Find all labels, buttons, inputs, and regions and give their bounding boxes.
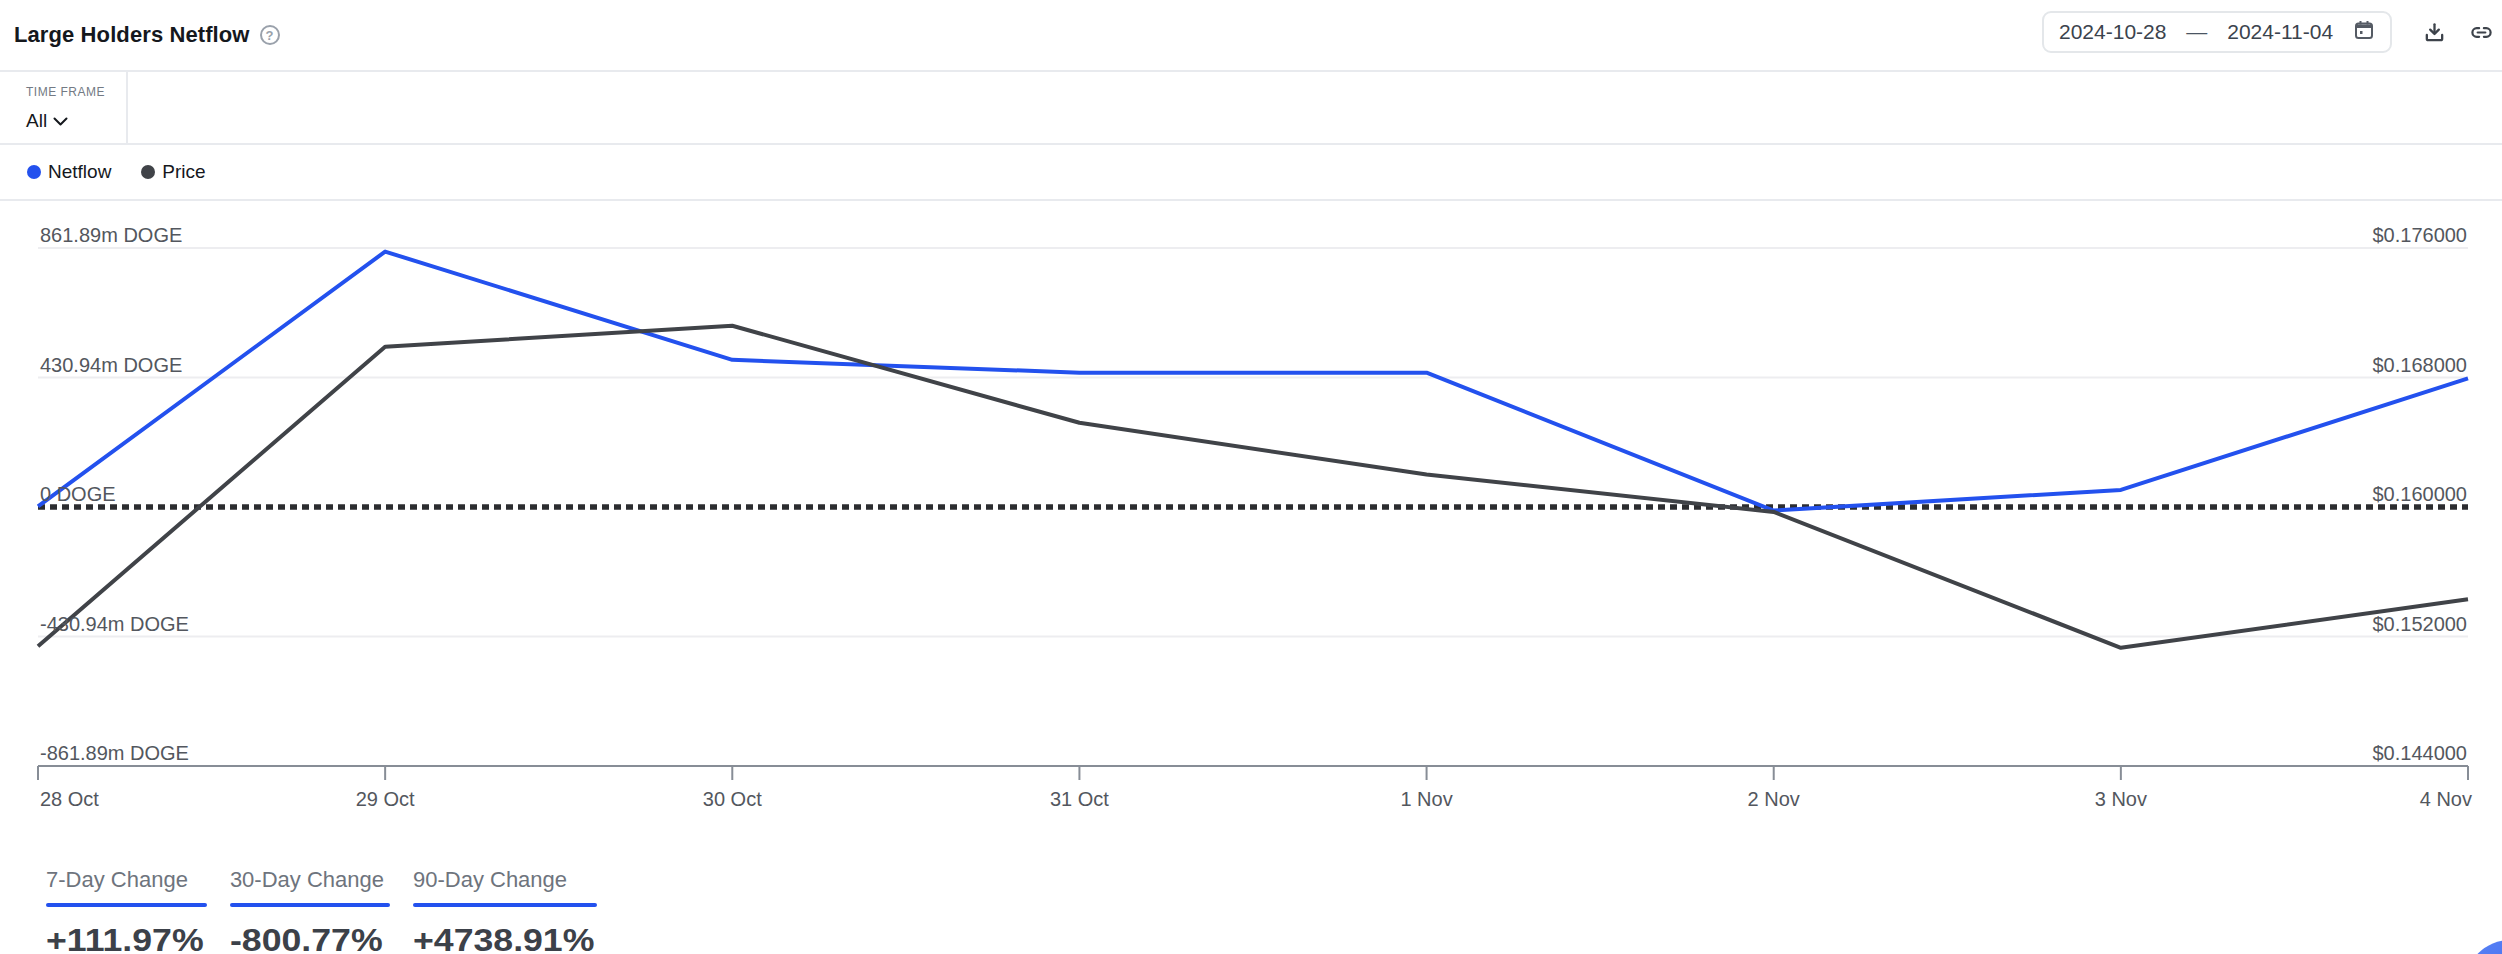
legend-item-netflow[interactable]: Netflow [27, 161, 111, 183]
legend-label-netflow: Netflow [48, 161, 111, 183]
stat-value: -800.77% [230, 923, 414, 954]
toolbar: TIME FRAME All [0, 70, 2502, 145]
x-axis-label: 4 Nov [2420, 789, 2472, 809]
stat-value: +4738.91% [413, 923, 625, 954]
y-axis-label-left: -861.89m DOGE [40, 741, 189, 765]
stat-underline [46, 903, 207, 907]
x-axis-label: 2 Nov [1748, 789, 1800, 809]
chevron-down-icon [53, 117, 68, 126]
stat-card: 7-Day Change+111.97% [46, 868, 207, 954]
legend-label-price: Price [162, 161, 205, 183]
link-icon[interactable] [2470, 21, 2493, 44]
netflow-dot-icon [27, 165, 41, 179]
y-axis-label-left: -430.94m DOGE [40, 612, 189, 636]
y-axis-label-left: 861.89m DOGE [40, 223, 182, 247]
stat-card: 30-Day Change-800.77% [230, 868, 390, 954]
stat-underline [230, 903, 390, 907]
price-dot-icon [141, 165, 155, 179]
x-axis-label: 1 Nov [1400, 789, 1452, 809]
y-axis-label-right: $0.152000 [2372, 612, 2467, 636]
x-axis-label: 28 Oct [40, 789, 99, 809]
calendar-icon[interactable] [2353, 19, 2375, 46]
chart-canvas [0, 201, 2502, 954]
time-frame-value: All [26, 110, 47, 132]
date-end[interactable]: 2024-11-04 [2227, 20, 2333, 44]
stat-label: 90-Day Change [413, 868, 597, 892]
x-axis-label: 30 Oct [703, 789, 762, 809]
chart-legend: Netflow Price [0, 145, 2502, 201]
date-range-picker[interactable]: 2024-10-28 — 2024-11-04 [2042, 11, 2392, 53]
date-separator: — [2186, 20, 2207, 44]
download-icon[interactable] [2423, 21, 2446, 44]
y-axis-label-left: 0 DOGE [40, 482, 116, 506]
change-stats: 7-Day Change+111.97%30-Day Change-800.77… [46, 868, 597, 954]
y-axis-label-right: $0.144000 [2372, 741, 2467, 765]
date-start[interactable]: 2024-10-28 [2059, 20, 2166, 44]
stat-card: 90-Day Change+4738.91% [413, 868, 597, 954]
x-axis-label: 31 Oct [1050, 789, 1109, 809]
legend-item-price[interactable]: Price [141, 161, 205, 183]
help-icon[interactable]: ? [260, 25, 280, 45]
time-frame-label: TIME FRAME [26, 85, 126, 99]
y-axis-label-right: $0.160000 [2372, 482, 2467, 506]
x-axis-label: 3 Nov [2095, 789, 2147, 809]
page-title: Large Holders Netflow [14, 22, 250, 48]
y-axis-label-right: $0.176000 [2372, 223, 2467, 247]
header: Large Holders Netflow ? 2024-10-28 — 202… [0, 0, 2502, 70]
line-chart[interactable]: 7-Day Change+111.97%30-Day Change-800.77… [0, 201, 2502, 954]
stat-label: 7-Day Change [46, 868, 207, 892]
stat-value: +111.97% [46, 923, 231, 954]
y-axis-label-left: 430.94m DOGE [40, 353, 182, 377]
time-frame-cell: TIME FRAME All [0, 72, 128, 143]
stat-label: 30-Day Change [230, 868, 390, 892]
time-frame-dropdown[interactable]: All [26, 110, 126, 132]
y-axis-label-right: $0.168000 [2372, 353, 2467, 377]
x-axis-label: 29 Oct [356, 789, 415, 809]
stat-underline [413, 903, 597, 907]
